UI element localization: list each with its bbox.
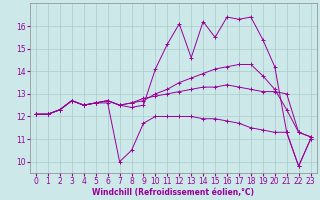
X-axis label: Windchill (Refroidissement éolien,°C): Windchill (Refroidissement éolien,°C) — [92, 188, 254, 197]
